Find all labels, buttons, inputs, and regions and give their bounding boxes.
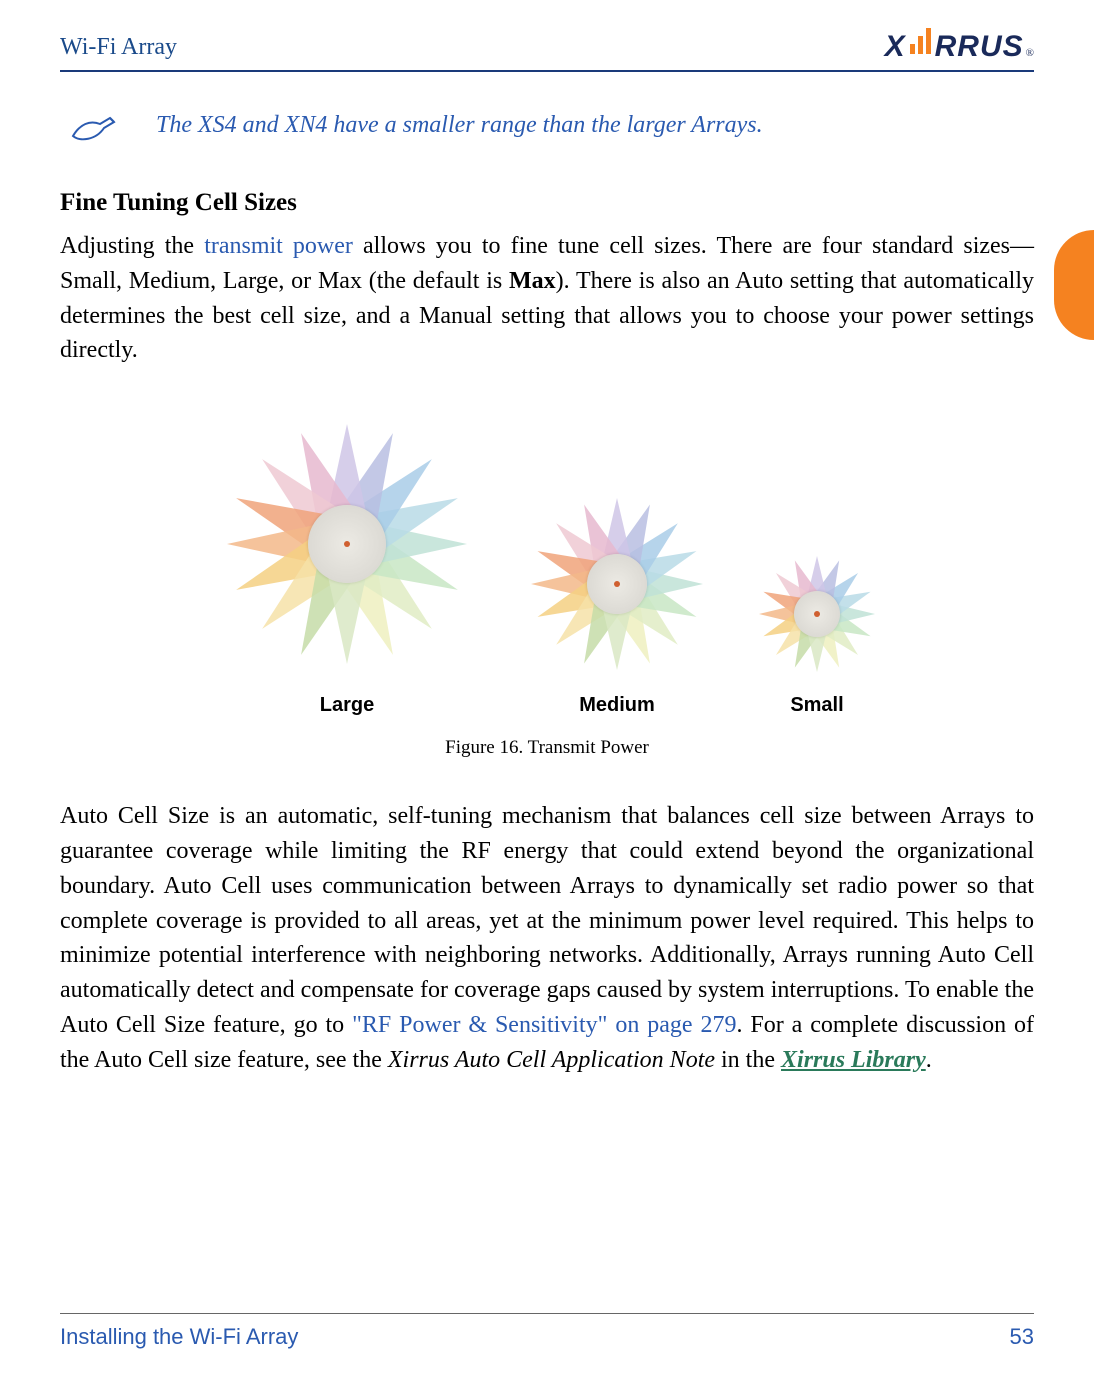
logo-text-a: X: [885, 30, 906, 64]
p2-italic: Xirrus Auto Cell Application Note: [388, 1047, 715, 1073]
cell-large-label: Large: [320, 694, 374, 717]
logo-bars-icon: [910, 28, 931, 54]
logo-registered-icon: ®: [1026, 47, 1034, 59]
cell-medium-label: Medium: [579, 694, 655, 717]
cell-medium-icon: [517, 484, 717, 684]
footer-page-number: 53: [1010, 1324, 1034, 1350]
cell-medium-group: Medium: [517, 484, 717, 717]
hub-icon: [794, 591, 840, 637]
cell-small-label: Small: [790, 694, 843, 717]
hub-icon: [587, 554, 647, 614]
figure-caption: Figure 16. Transmit Power: [60, 737, 1034, 759]
cell-large-icon: [207, 404, 487, 684]
p2-text-a: Auto Cell Size is an automatic, self-tun…: [60, 803, 1034, 1038]
cell-large-group: Large: [207, 404, 487, 717]
hand-writing-icon: [70, 114, 116, 149]
note-callout: The XS4 and XN4 have a smaller range tha…: [60, 112, 1034, 149]
xirrus-logo: X RRUS ®: [885, 30, 1034, 64]
section-heading: Fine Tuning Cell Sizes: [60, 189, 1034, 217]
transmit-power-link[interactable]: transmit power: [204, 233, 353, 259]
rf-power-link[interactable]: "RF Power & Sensitivity" on page 279: [352, 1012, 736, 1038]
xirrus-library-link[interactable]: Xirrus Library: [781, 1047, 926, 1073]
footer-left: Installing the Wi-Fi Array: [60, 1324, 298, 1350]
paragraph-1: Adjusting the transmit power allows you …: [60, 229, 1034, 368]
p1-bold-max: Max: [509, 268, 556, 294]
header-title: Wi-Fi Array: [60, 34, 177, 61]
page-footer: Installing the Wi-Fi Array 53: [60, 1313, 1034, 1350]
p1-text-a: Adjusting the: [60, 233, 204, 259]
cell-small-group: Small: [747, 544, 887, 717]
cell-small-icon: [747, 544, 887, 684]
hub-icon: [308, 505, 386, 583]
transmit-power-diagram: Large Medium Small: [60, 404, 1034, 717]
page-header: Wi-Fi Array X RRUS ®: [60, 30, 1034, 72]
p2-text-d: .: [926, 1047, 932, 1073]
logo-text-b: RRUS: [935, 30, 1024, 64]
note-text: The XS4 and XN4 have a smaller range tha…: [156, 112, 763, 139]
paragraph-2: Auto Cell Size is an automatic, self-tun…: [60, 799, 1034, 1077]
p2-text-c: in the: [715, 1047, 781, 1073]
